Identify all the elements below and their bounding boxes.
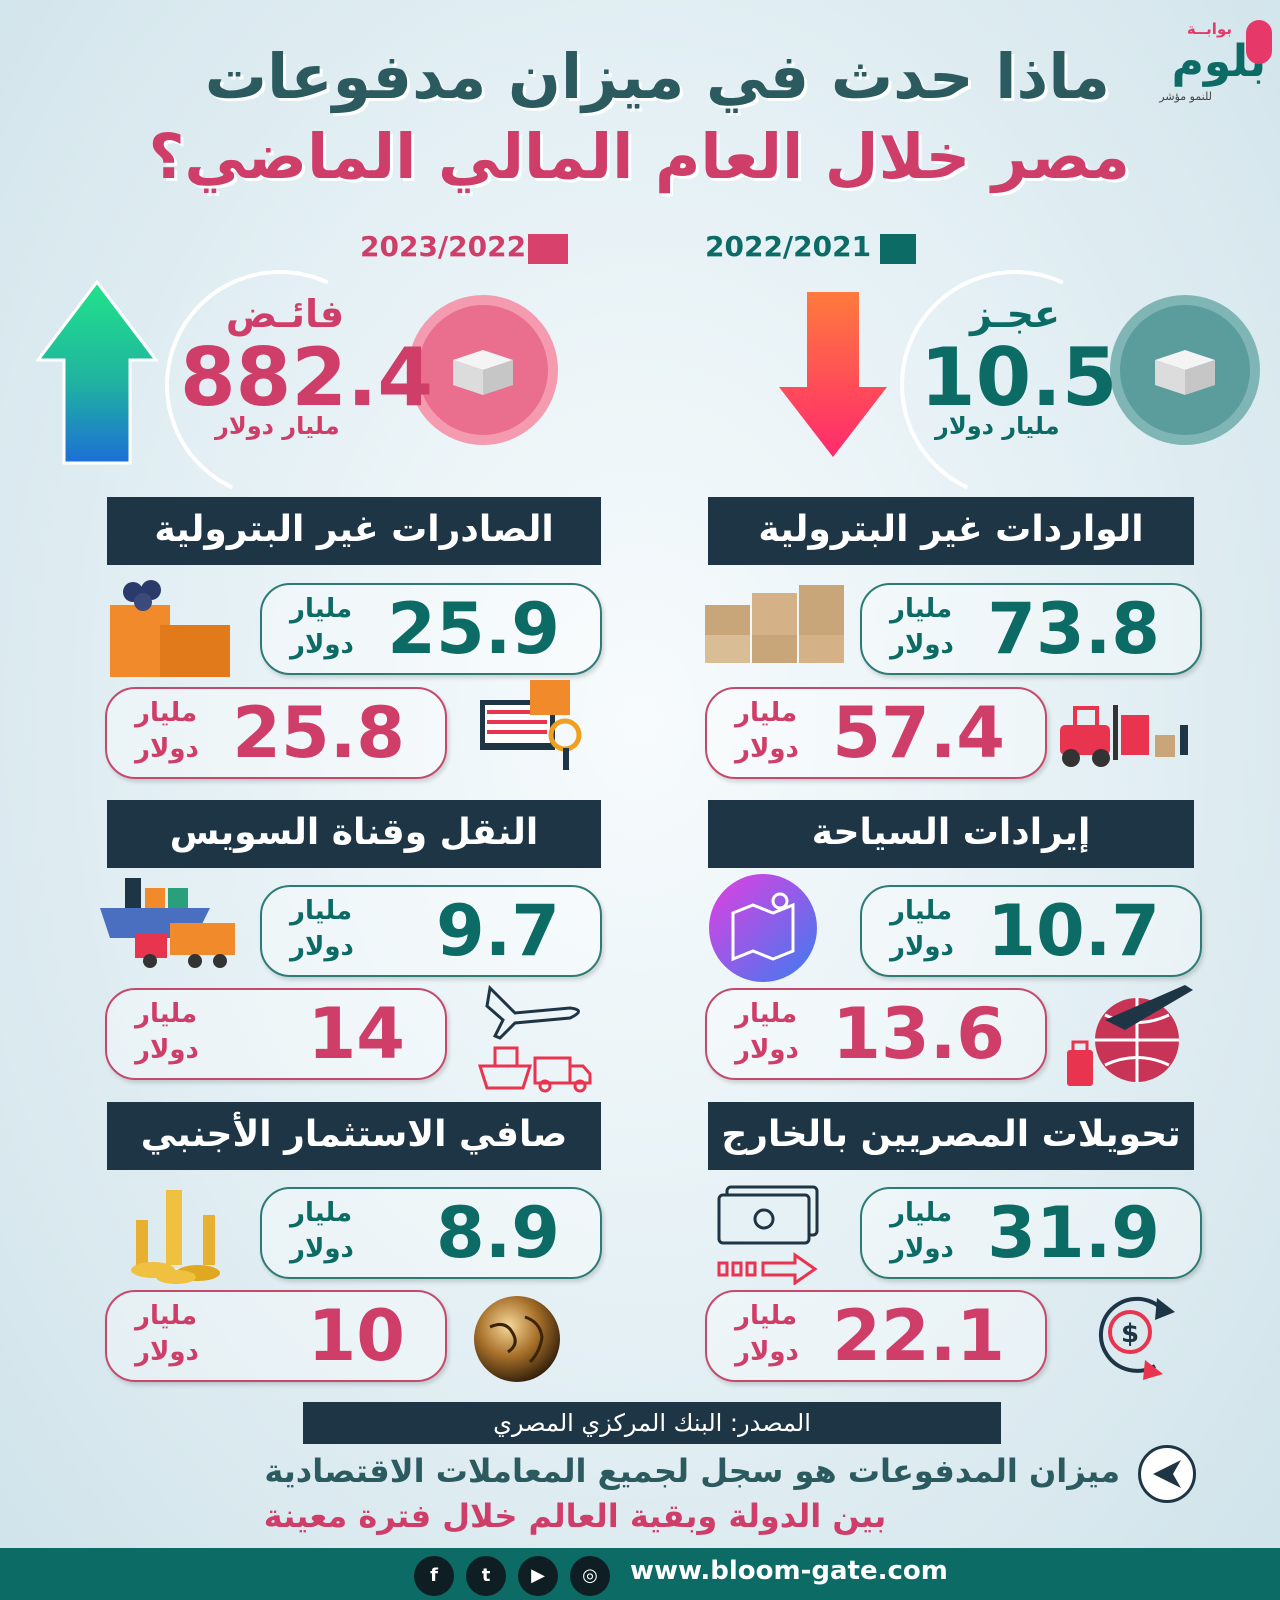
tourism-value-a: 10.7	[987, 890, 1160, 972]
exports-value-b-pill: 25.8 مليار دولار	[105, 687, 447, 779]
bar-remittances: تحويلات المصريين بالخارج	[708, 1102, 1194, 1170]
unit-line1: مليار	[135, 1301, 198, 1331]
remittances-value-b-pill: 22.1 مليار دولار	[705, 1290, 1047, 1382]
unit-line2: دولار	[890, 932, 954, 962]
description-line-2: بين الدولة وبقية العالم خلال فترة معينة	[263, 1497, 887, 1535]
tourism-value-b: 13.6	[832, 993, 1005, 1075]
unit-line2: دولار	[735, 734, 799, 764]
imports-value-a: 73.8	[987, 588, 1160, 670]
monitor-scanner-icon	[480, 680, 582, 770]
exports-value-a-pill: 25.9 مليار دولار	[260, 583, 602, 675]
cardboard-boxes-icon	[705, 585, 844, 663]
unit-line2: دولار	[290, 630, 354, 660]
deficit-value: 10.5	[920, 331, 1118, 424]
unit-line1: مليار	[135, 698, 198, 728]
fdi-value-a-pill: 8.9 مليار دولار	[260, 1187, 602, 1279]
deficit-unit: مليار دولار	[935, 412, 1060, 440]
unit-line2: دولار	[735, 1337, 799, 1367]
unit-line1: مليار	[735, 698, 798, 728]
remittances-value-b: 22.1	[832, 1295, 1005, 1377]
dollar-cycle-icon: $	[1099, 1296, 1175, 1380]
bar-transport-suez: النقل وقناة السويس	[107, 800, 601, 868]
twitter-icon[interactable]: t	[466, 1556, 506, 1596]
unit-line2: دولار	[135, 1035, 199, 1065]
fdi-value-b-pill: 10 مليار دولار	[105, 1290, 447, 1382]
source-label: المصدر: البنك المركزي المصري	[303, 1402, 1001, 1444]
tourism-value-b-pill: 13.6 مليار دولار	[705, 988, 1047, 1080]
unit-line2: دولار	[890, 1234, 954, 1264]
cargo-ship-truck-icon	[100, 878, 235, 968]
unit-line1: مليار	[735, 999, 798, 1029]
surplus-unit: مليار دولار	[215, 412, 340, 440]
legend-year-a: 2022/2021	[705, 230, 872, 263]
transport-value-a: 9.7	[435, 890, 560, 972]
unit-line2: دولار	[135, 1337, 199, 1367]
unit-line2: دولار	[290, 1234, 354, 1264]
title-line-2: مصر خلال العام المالي الماضي؟	[148, 120, 1130, 193]
instagram-icon[interactable]: ◎	[570, 1556, 610, 1596]
chevron-left-icon	[1153, 1460, 1181, 1488]
unit-line1: مليار	[135, 999, 198, 1029]
surplus-label: فائـض	[225, 292, 345, 336]
orange-boxes-icon	[110, 580, 230, 677]
back-arrow-button[interactable]	[1138, 1445, 1196, 1503]
exports-value-b: 25.8	[232, 692, 405, 774]
forklift-icon	[1060, 705, 1188, 767]
legend-swatch-a	[880, 234, 916, 264]
money-transfer-icon	[717, 1185, 819, 1285]
youtube-icon[interactable]: ▶	[518, 1556, 558, 1596]
logo-top-text: بوابــة	[1186, 20, 1232, 38]
unit-line1: مليار	[290, 1198, 353, 1228]
unit-line2: دولار	[890, 630, 954, 660]
fdi-value-b: 10	[307, 1295, 405, 1377]
unit-line1: مليار	[735, 1301, 798, 1331]
box-circle-icon-a	[1110, 295, 1260, 445]
bar-fdi: صافي الاستثمار الأجنبي	[107, 1102, 601, 1170]
microphone-icon	[1246, 20, 1272, 64]
fdi-value-a: 8.9	[435, 1192, 560, 1274]
golden-globe-icon	[474, 1296, 560, 1382]
imports-value-a-pill: 73.8 مليار دولار	[860, 583, 1202, 675]
imports-value-b-pill: 57.4 مليار دولار	[705, 687, 1047, 779]
footer-bar	[0, 1548, 1280, 1600]
down-arrow-icon	[779, 292, 887, 457]
tourism-value-a-pill: 10.7 مليار دولار	[860, 885, 1202, 977]
unit-line1: مليار	[290, 594, 353, 624]
unit-line1: مليار	[290, 896, 353, 926]
description-line-1: ميزان المدفوعات هو سجل لجميع المعاملات ا…	[264, 1452, 1120, 1490]
surplus-value: 882.4	[180, 331, 434, 424]
globe-plane-luggage-icon	[1067, 985, 1193, 1086]
deficit-label: عجـز	[970, 292, 1060, 336]
unit-line2: دولار	[735, 1035, 799, 1065]
remittances-value-a: 31.9	[987, 1192, 1160, 1274]
bar-tourism: إيرادات السياحة	[708, 800, 1194, 868]
legend-swatch-b	[528, 234, 568, 264]
unit-line1: مليار	[890, 896, 953, 926]
exports-value-a: 25.9	[387, 588, 560, 670]
facebook-icon[interactable]: f	[414, 1556, 454, 1596]
bar-non-oil-exports: الصادرات غير البترولية	[107, 497, 601, 565]
transport-value-a-pill: 9.7 مليار دولار	[260, 885, 602, 977]
svg-text:$: $	[1121, 1319, 1139, 1349]
box-circle-icon-b	[408, 295, 558, 445]
unit-line1: مليار	[890, 1198, 953, 1228]
bar-non-oil-imports: الواردات غير البترولية	[708, 497, 1194, 565]
transport-value-b-pill: 14 مليار دولار	[105, 988, 447, 1080]
unit-line2: دولار	[135, 734, 199, 764]
logo: بوابــة بلوم للنمو مؤشر	[1112, 20, 1272, 110]
unit-line1: مليار	[890, 594, 953, 624]
plane-ship-truck-icon	[477, 984, 592, 1093]
legend-year-b: 2023/2022	[360, 230, 527, 263]
title-line-1: ماذا حدث في ميزان مدفوعات	[204, 40, 1110, 113]
logo-sub-text: للنمو مؤشر	[1159, 90, 1212, 103]
map-location-icon	[709, 874, 817, 982]
imports-value-b: 57.4	[832, 692, 1005, 774]
up-arrow-icon	[36, 280, 158, 465]
website-link[interactable]: www.bloom-gate.com	[630, 1556, 948, 1586]
remittances-value-a-pill: 31.9 مليار دولار	[860, 1187, 1202, 1279]
gold-coins-icon	[131, 1190, 220, 1284]
unit-line2: دولار	[290, 932, 354, 962]
transport-value-b: 14	[307, 993, 405, 1075]
